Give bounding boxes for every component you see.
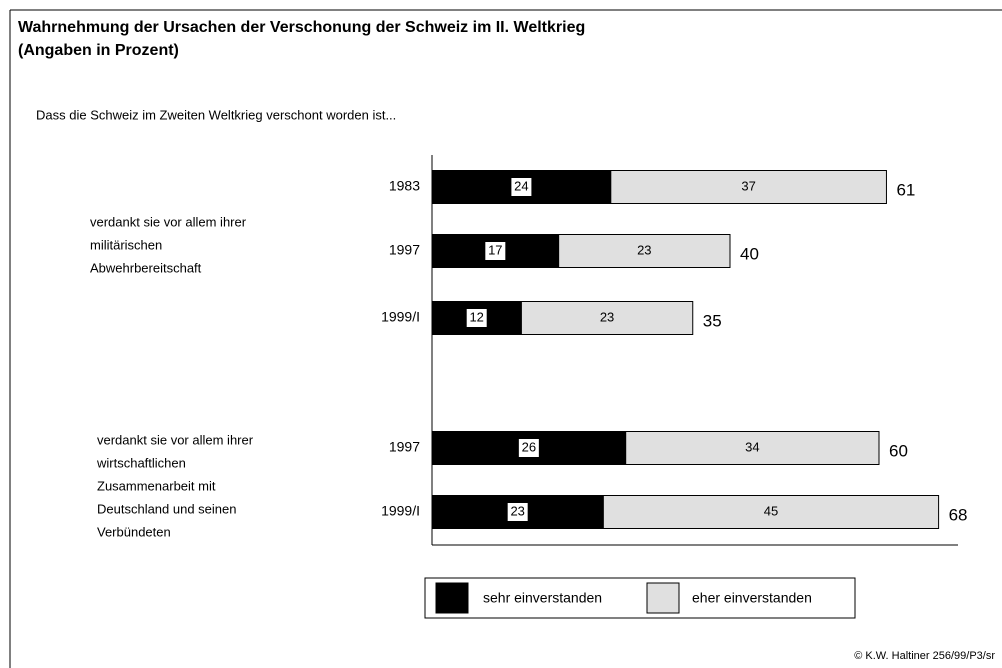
- legend-label: eher einverstanden: [692, 590, 812, 606]
- footer: © K.W. Haltiner 256/99/P3/sr: [854, 650, 995, 662]
- value-label: 23: [637, 242, 651, 257]
- group-label: verdankt sie vor allem ihrer: [97, 432, 254, 447]
- legend-swatch: [435, 582, 469, 614]
- bar-segment: [625, 431, 880, 465]
- total-label: 35: [703, 311, 722, 330]
- bar-segment: [602, 495, 940, 529]
- chart-title: (Angaben in Prozent): [18, 42, 179, 59]
- total-label: 68: [949, 505, 968, 524]
- legend-label: sehr einverstanden: [483, 590, 602, 606]
- y-tick-label: 1999/I: [381, 309, 420, 325]
- value-label: 34: [745, 439, 759, 454]
- value-label: 37: [741, 178, 755, 193]
- value-label: 23: [600, 309, 614, 324]
- bar-segment: [520, 301, 694, 335]
- label-bg: [466, 309, 487, 327]
- value-label: 12: [469, 309, 483, 324]
- value-label: 26: [522, 439, 536, 454]
- subtitle: Dass die Schweiz im Zweiten Weltkrieg ve…: [36, 107, 396, 122]
- legend-swatch: [646, 582, 680, 614]
- group-label: Abwehrbereitschaft: [90, 260, 202, 275]
- group-label: Verbündeten: [97, 524, 171, 539]
- bar-segment: [558, 234, 731, 268]
- label-bg: [518, 439, 539, 457]
- group-label: Deutschland und seinen: [97, 501, 237, 516]
- label-bg: [485, 242, 506, 260]
- legend: [424, 577, 856, 619]
- total-label: 60: [889, 441, 908, 460]
- value-label: 17: [488, 242, 502, 257]
- total-label: 61: [896, 180, 915, 199]
- value-label: 23: [510, 503, 524, 518]
- y-tick-label: 1999/I: [381, 503, 420, 519]
- chart-title: Wahrnehmung der Ursachen der Verschonung…: [18, 19, 585, 36]
- group-label: verdankt sie vor allem ihrer: [90, 214, 247, 229]
- y-tick-label: 1997: [389, 242, 420, 258]
- y-tick-label: 1997: [389, 439, 420, 455]
- y-tick-label: 1983: [389, 178, 420, 194]
- value-label: 24: [514, 178, 528, 193]
- label-bg: [507, 503, 528, 521]
- label-bg: [511, 178, 532, 196]
- group-label: militärischen: [90, 237, 162, 252]
- value-label: 45: [764, 503, 778, 518]
- bar-segment: [610, 170, 887, 204]
- group-label: wirtschaftlichen: [96, 455, 186, 470]
- group-label: Zusammenarbeit mit: [97, 478, 216, 493]
- total-label: 40: [740, 244, 759, 263]
